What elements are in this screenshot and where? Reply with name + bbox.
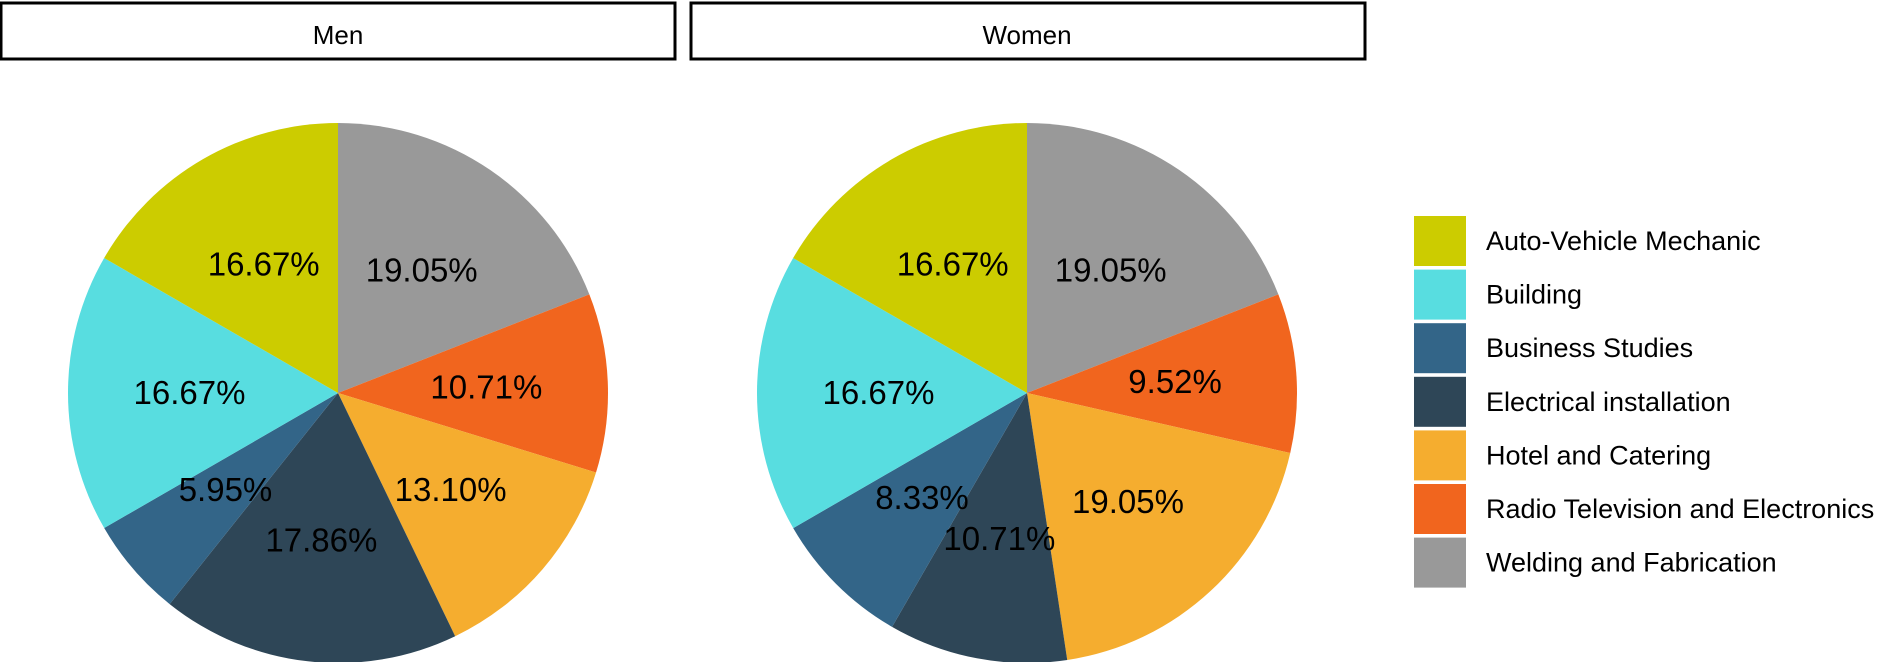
slice-welding-and-fabrication: [338, 123, 590, 393]
slice-auto-vehicle-mechanic: [793, 122, 1027, 394]
slice-label-electrical-installation: 10.71%: [943, 520, 1055, 557]
legend-label-hotel-and-catering: Hotel and Catering: [1486, 440, 1711, 470]
slice-radio-television-and-electronics: [338, 294, 608, 473]
legend-key-building: [1414, 269, 1466, 320]
legend-label-building: Building: [1486, 280, 1582, 310]
slice-radio-television-and-electronics: [1027, 294, 1298, 454]
slice-business-studies: [104, 393, 338, 605]
legend-label-radio-television-and-electronics: Radio Television and Electronics: [1486, 494, 1874, 524]
slice-electrical-installation: [169, 393, 456, 662]
panel-men-pie: 19.05% 10.71% 13.10% 17.86% 5.95% 16.67% 16.67…: [67, 123, 608, 662]
slice-building: [67, 258, 339, 529]
panel-men-title: Men: [313, 20, 364, 50]
panel-women: Women 19.05% 9.52% 19.05% 10.71% 8.33% 16.67%…: [689, 1, 1367, 662]
legend-label-electrical-installation: Electrical installation: [1486, 387, 1731, 417]
slice-label-business-studies: 8.33%: [875, 479, 969, 516]
legend-key-auto-vehicle-mechanic: [1414, 216, 1466, 266]
slice-label-electrical-installation: 17.86%: [265, 522, 377, 559]
slice-hotel-and-catering: [1027, 393, 1291, 660]
legend-label-business-studies: Business Studies: [1486, 333, 1693, 363]
legend-key-hotel-and-catering: [1414, 430, 1466, 481]
legend-label-welding-and-fabrication: Welding and Fabrication: [1486, 548, 1777, 578]
slice-label-radio-television-and-electronics: 10.71%: [430, 368, 542, 405]
slice-label-welding-and-fabrication: 19.05%: [366, 251, 478, 288]
panel-women-pie: 19.05% 9.52% 19.05% 10.71% 8.33% 16.67% 16.67%: [756, 122, 1298, 662]
panel-women-strip: [689, 1, 1367, 61]
slice-label-hotel-and-catering: 19.05%: [1072, 483, 1184, 520]
slice-label-building: 16.67%: [823, 374, 935, 411]
slice-label-welding-and-fabrication: 19.05%: [1055, 251, 1167, 288]
legend-key-radio-television-and-electronics: [1414, 484, 1466, 534]
legend: Auto-Vehicle Mechanic Building Business St…: [1414, 216, 1874, 588]
slice-label-radio-television-and-electronics: 9.52%: [1128, 363, 1222, 400]
slice-auto-vehicle-mechanic: [104, 123, 338, 393]
panel-men: Men 19.05%10.71%13.10%17.86%5.95%16.67%1…: [0, 1, 677, 662]
legend-key-business-studies: [1414, 323, 1466, 374]
legend-label-auto-vehicle-mechanic: Auto-Vehicle Mechanic: [1486, 226, 1761, 256]
panel-men-strip: [0, 1, 677, 61]
slice-electrical-installation: [892, 393, 1068, 662]
legend-key-welding-and-fabrication: [1414, 537, 1466, 588]
slice-hotel-and-catering: [338, 393, 597, 637]
panel-women-title: Women: [982, 20, 1071, 50]
slice-label-building: 16.67%: [134, 374, 246, 411]
slice-label-auto-vehicle-mechanic: 16.67%: [897, 245, 1009, 282]
slice-business-studies: [793, 393, 1027, 627]
legend-key-electrical-installation: [1414, 376, 1466, 427]
slice-welding-and-fabrication: [1027, 123, 1279, 393]
slice-label-auto-vehicle-mechanic: 16.67%: [208, 245, 320, 282]
slice-building: [756, 258, 1027, 529]
slice-label-business-studies: 5.95%: [179, 471, 273, 508]
slice-label-hotel-and-catering: 13.10%: [395, 471, 507, 508]
